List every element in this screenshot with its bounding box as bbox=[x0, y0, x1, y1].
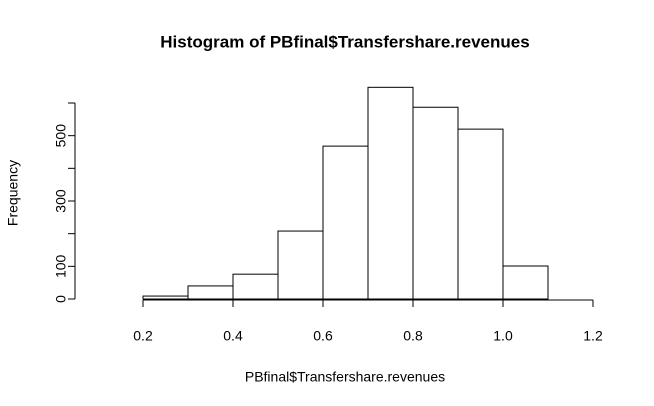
y-tick-label: 0 bbox=[53, 295, 69, 303]
bar bbox=[187, 285, 234, 300]
x-tick-label: 0.6 bbox=[313, 328, 333, 344]
x-tick-label: 0.4 bbox=[223, 328, 243, 344]
x-axis-label: PBfinal$Transfershare.revenues bbox=[245, 369, 445, 385]
bar bbox=[367, 86, 414, 300]
y-tick-label: 300 bbox=[53, 189, 69, 213]
y-tick-label: 500 bbox=[53, 124, 69, 148]
bar bbox=[502, 265, 549, 300]
bar bbox=[142, 295, 189, 300]
x-tick-label: 0.2 bbox=[133, 328, 153, 344]
bar bbox=[322, 145, 369, 300]
chart-title: Histogram of PBfinal$Transfershare.reven… bbox=[160, 32, 529, 51]
bar bbox=[232, 273, 279, 300]
bar bbox=[412, 106, 459, 300]
x-tick-label: 0.8 bbox=[403, 328, 423, 344]
x-tick-label: 1.2 bbox=[583, 328, 603, 344]
x-tick-label: 1.0 bbox=[493, 328, 513, 344]
y-axis-label: Frequency bbox=[5, 160, 21, 226]
bar bbox=[277, 230, 324, 300]
bar bbox=[457, 128, 504, 300]
y-tick-label: 100 bbox=[53, 254, 69, 278]
